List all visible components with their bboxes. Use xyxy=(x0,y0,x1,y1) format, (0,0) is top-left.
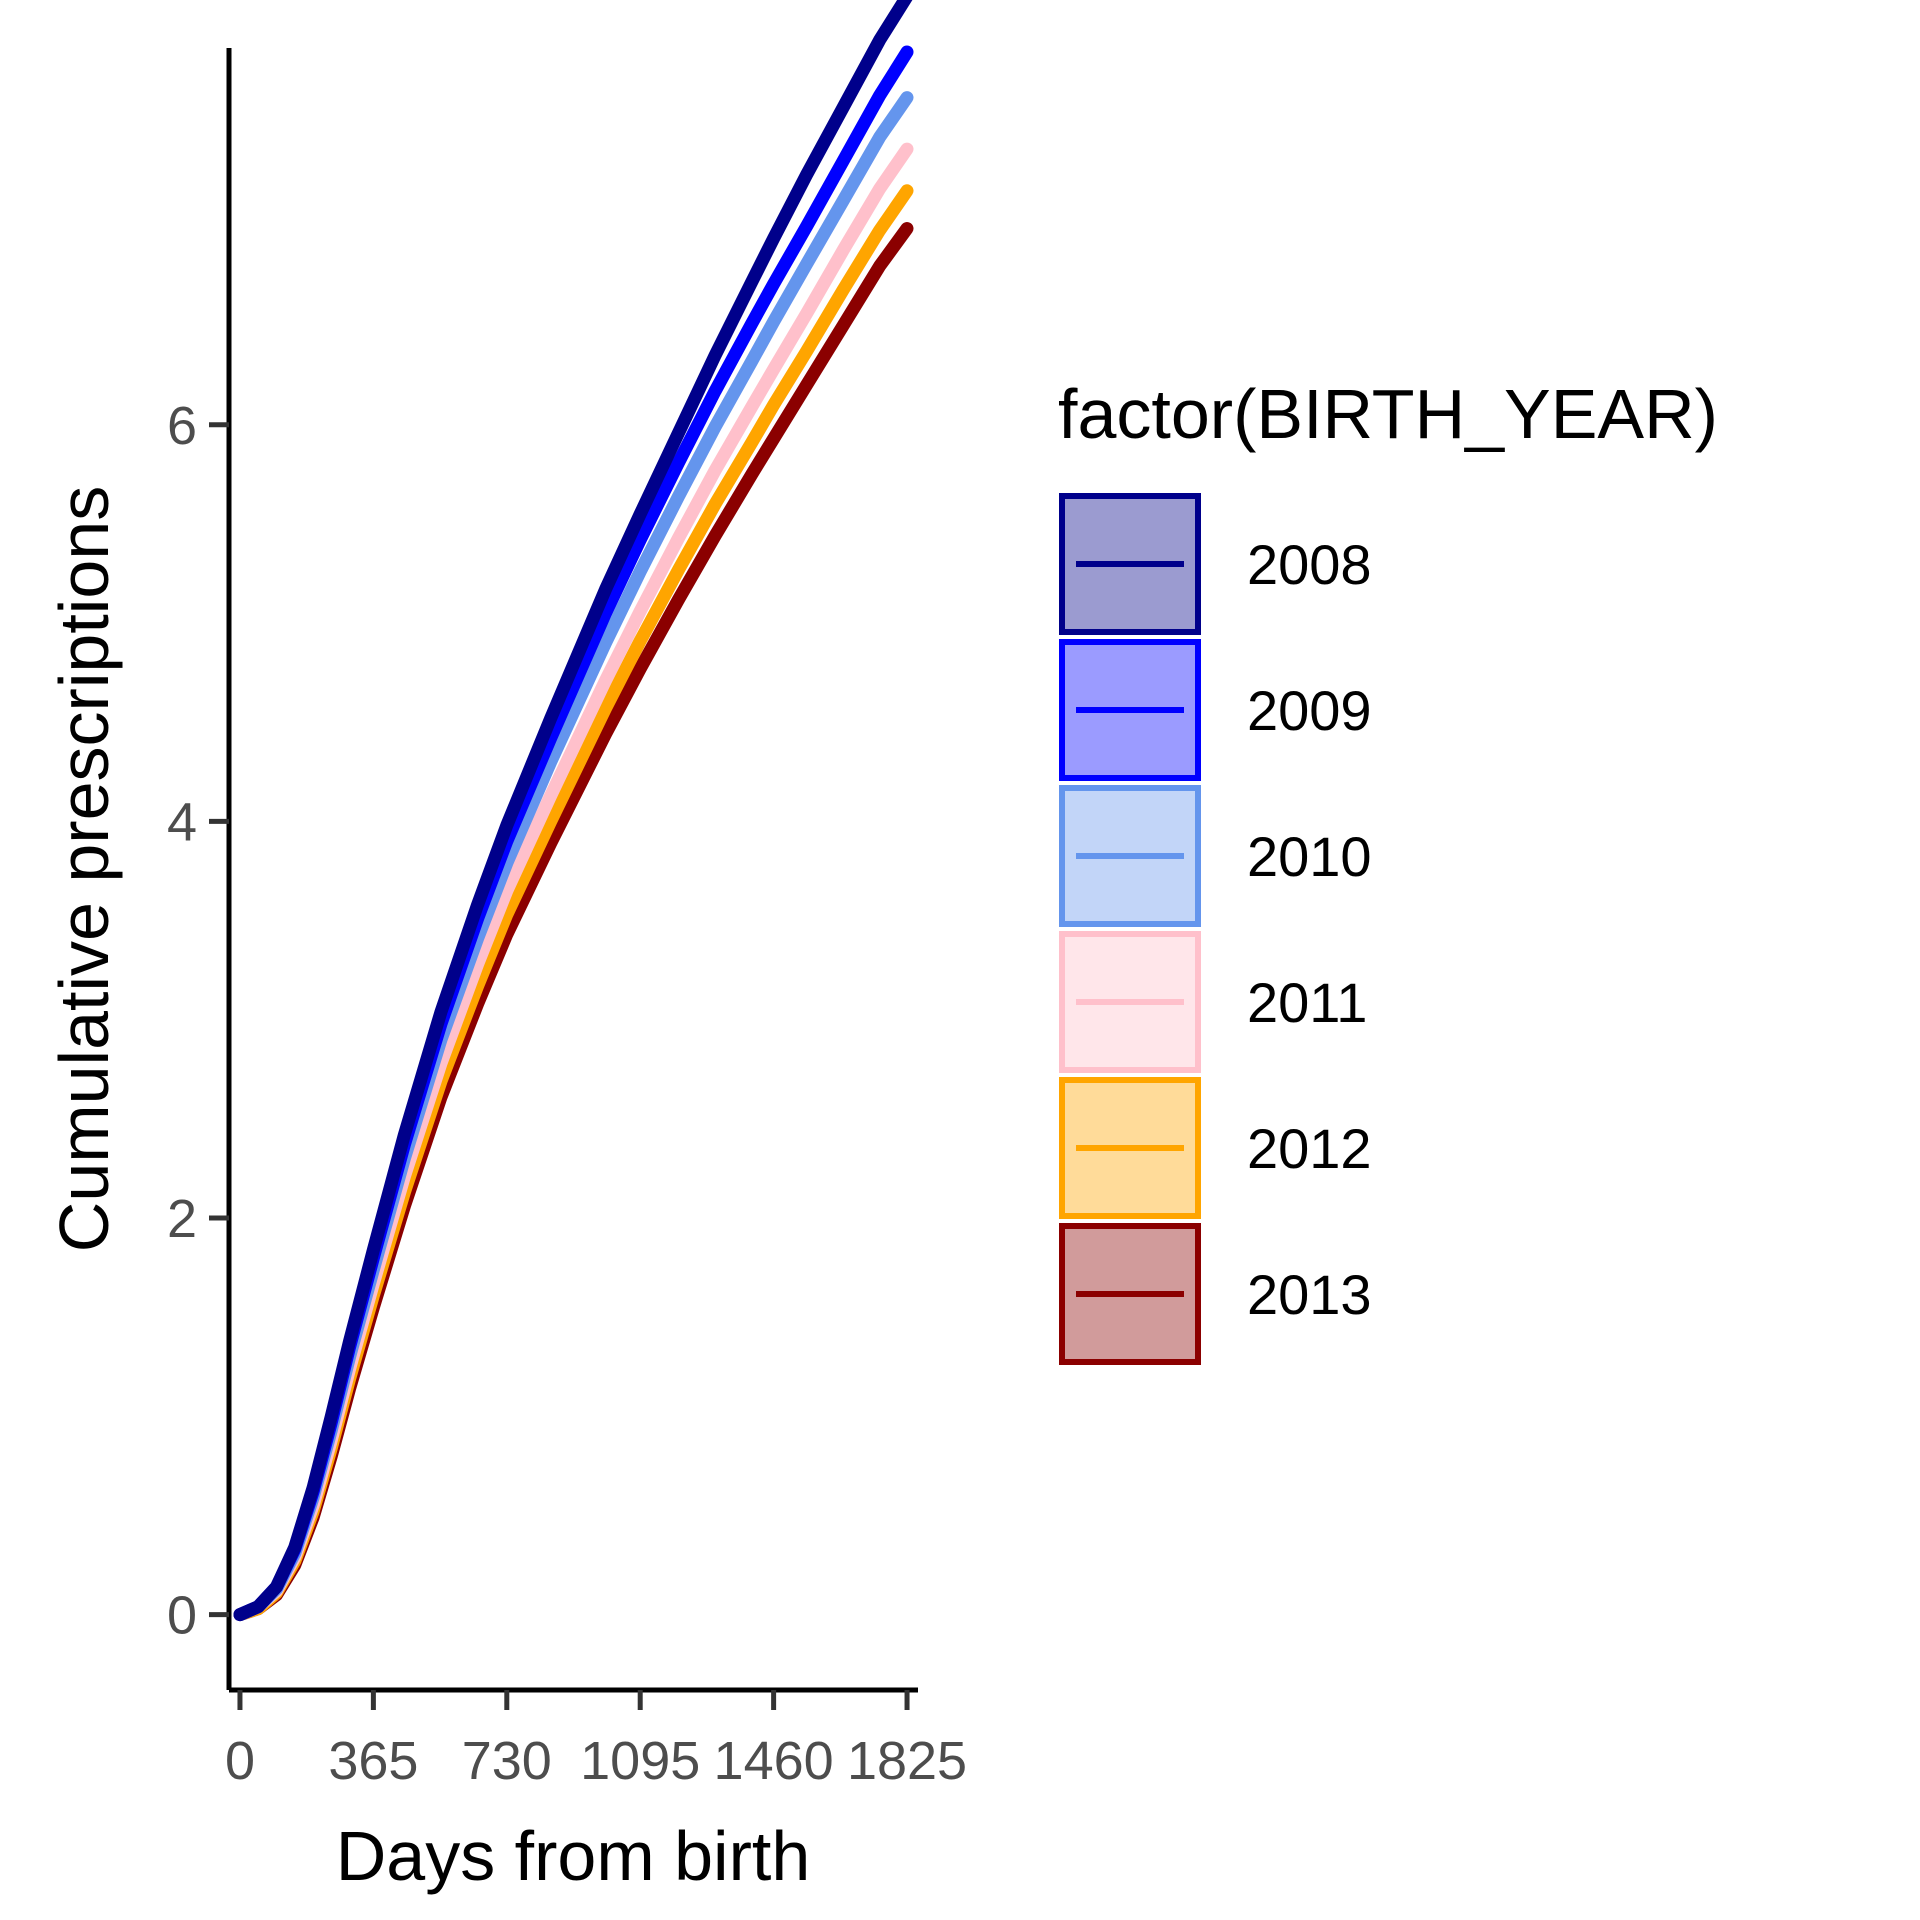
y-axis-title: Cumulative prescriptions xyxy=(45,486,123,1252)
x-tick-label: 1825 xyxy=(847,1731,967,1791)
legend-item-2011: 2011 xyxy=(1059,931,1367,1073)
x-axis-ticks: 0 365 730 1095 1460 1825 xyxy=(225,1690,967,1791)
y-tick-label: 0 xyxy=(167,1586,197,1646)
x-axis-title: Days from birth xyxy=(336,1817,811,1895)
legend-item-2008: 2008 xyxy=(1059,493,1372,635)
legend-item-2013: 2013 xyxy=(1059,1223,1372,1365)
y-tick-label: 2 xyxy=(167,1189,197,1249)
series-line-2008 xyxy=(233,0,913,1622)
series-lines xyxy=(233,0,914,1622)
y-tick-label: 4 xyxy=(167,792,197,852)
y-axis-ticks: 0 2 4 6 xyxy=(167,396,229,1646)
legend-label: 2012 xyxy=(1247,1117,1372,1180)
legend-label: 2010 xyxy=(1247,825,1372,888)
x-tick-label: 730 xyxy=(462,1731,552,1791)
legend-label: 2008 xyxy=(1247,533,1372,596)
legend-label: 2009 xyxy=(1247,679,1372,742)
x-tick-label: 0 xyxy=(225,1731,255,1791)
y-tick-label: 6 xyxy=(167,396,197,456)
legend-label: 2011 xyxy=(1247,971,1367,1034)
legend-item-2009: 2009 xyxy=(1059,639,1372,781)
legend-title: factor(BIRTH_YEAR) xyxy=(1058,375,1718,453)
legend-label: 2013 xyxy=(1247,1263,1372,1326)
legend-item-2012: 2012 xyxy=(1059,1077,1372,1219)
x-tick-label: 365 xyxy=(328,1731,418,1791)
legend: 2008 2009 2010 2011 2012 2013 xyxy=(1059,493,1372,1365)
legend-item-2010: 2010 xyxy=(1059,785,1372,927)
x-tick-label: 1095 xyxy=(580,1731,700,1791)
x-tick-label: 1460 xyxy=(714,1731,834,1791)
